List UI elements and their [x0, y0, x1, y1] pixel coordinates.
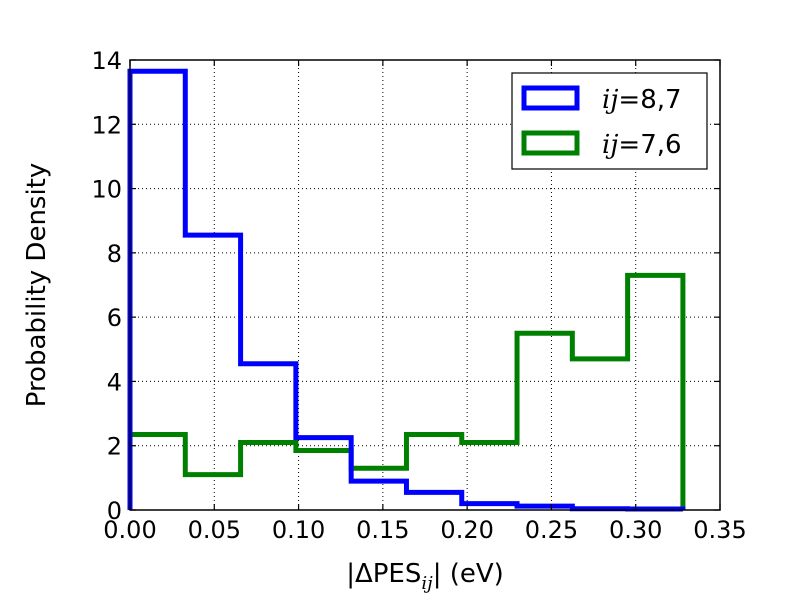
legend-swatch-series-2	[521, 130, 580, 156]
histogram-series-2	[127, 272, 686, 510]
y-tick-label: 2	[107, 433, 122, 461]
y-tick-label: 0	[107, 497, 122, 525]
x-tick-labels: 0.00 0.05 0.10 0.15 0.20 0.25 0.30 0.35	[103, 516, 746, 544]
y-tick-label: 10	[91, 176, 122, 204]
y-tick-label: 8	[107, 240, 122, 268]
histogram-series-1	[127, 68, 686, 512]
axis-ticks	[129, 59, 721, 511]
x-axis-label: |ΔPESij| (eV)	[346, 559, 504, 594]
plot-frame	[129, 59, 721, 511]
legend-var-series-1: ij	[602, 85, 618, 115]
y-tick-labels: 0 2 4 6 8 10 12 14	[91, 47, 122, 525]
x-axis-label-subscript: ij	[421, 573, 433, 594]
x-tick-label: 0.10	[272, 516, 325, 544]
y-tick-label: 4	[107, 368, 122, 396]
series-layer	[127, 68, 686, 512]
x-tick-label: 0.30	[609, 516, 662, 544]
legend-var-series-2: ij	[602, 130, 618, 160]
x-tick-label: 0.05	[188, 516, 241, 544]
x-tick-label: 0.00	[103, 516, 156, 544]
y-tick-label: 14	[91, 47, 122, 75]
x-tick-label: 0.35	[693, 516, 746, 544]
legend-label-series-2: ij=7,6	[602, 130, 682, 160]
legend-eq-series-1: =	[618, 85, 640, 115]
x-tick-label: 0.20	[440, 516, 493, 544]
x-axis-label-suffix: | (eV)	[433, 559, 504, 589]
legend: ij=8,7 ij=7,6	[511, 72, 708, 170]
x-tick-label: 0.25	[525, 516, 578, 544]
y-tick-label: 6	[107, 304, 122, 332]
grid-lines	[130, 60, 720, 510]
x-axis-label-prefix: |ΔPES	[346, 559, 421, 589]
legend-eq-series-2: =	[618, 130, 640, 160]
legend-val-series-1: 8,7	[640, 85, 681, 115]
legend-swatch-series-1	[521, 85, 580, 111]
x-tick-label: 0.15	[356, 516, 409, 544]
legend-val-series-2: 7,6	[640, 130, 681, 160]
y-tick-label: 12	[91, 111, 122, 139]
legend-label-series-1: ij=8,7	[602, 85, 682, 115]
y-axis-label: Probability Density	[22, 163, 52, 408]
